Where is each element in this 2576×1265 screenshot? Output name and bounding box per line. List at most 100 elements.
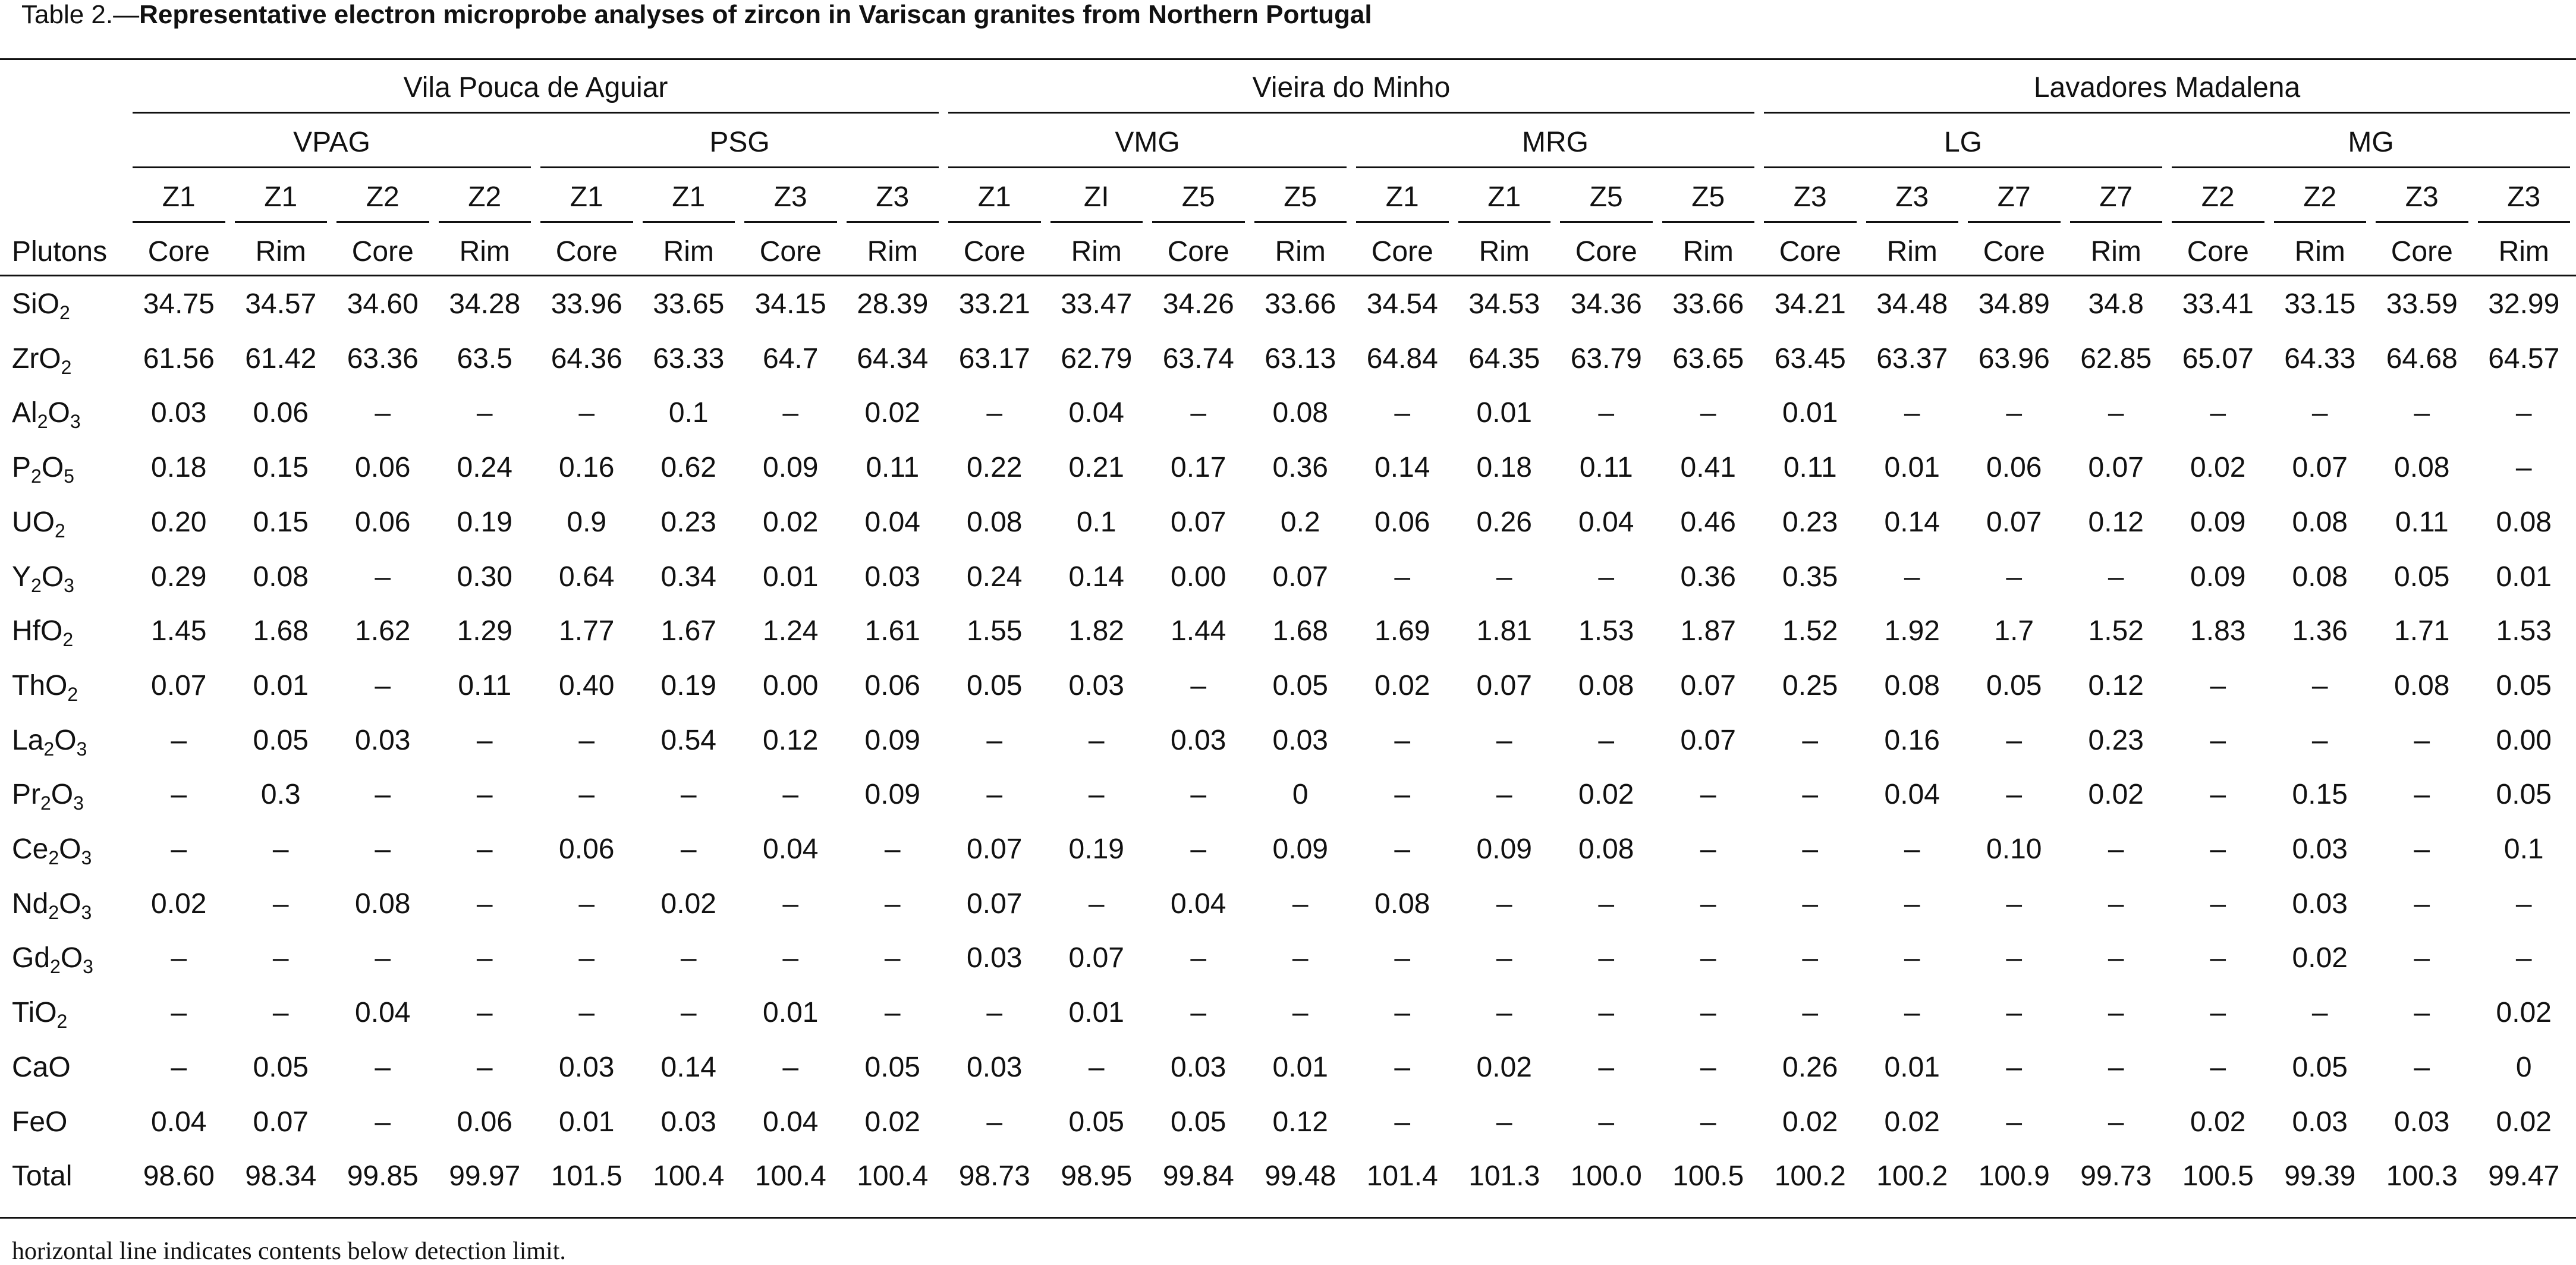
table-cell: 0.22	[967, 452, 1023, 484]
table-cell: 63.37	[1876, 342, 1948, 375]
grain-header: Z1	[1385, 181, 1419, 213]
table-cell: 63.33	[653, 342, 725, 375]
table-cell: 0.05	[253, 1051, 309, 1083]
table-cell: 0.01	[1476, 397, 1532, 429]
pluton-header: MRG	[1522, 127, 1589, 158]
table-cell: 64.36	[551, 342, 622, 375]
position-header: Rim	[255, 236, 306, 268]
position-header: Core	[1371, 236, 1433, 268]
table-cell: 0.05	[2496, 779, 2552, 811]
table-cell: –	[986, 397, 1003, 429]
table-cell: 0.02	[151, 888, 207, 920]
table-cell: 1.52	[1782, 615, 1838, 647]
table-cell: 1.67	[660, 615, 716, 647]
table-cell: 34.54	[1366, 288, 1438, 320]
table-cell: –	[2210, 942, 2226, 974]
table-cell: –	[578, 942, 595, 974]
row-label: Nd2O3	[12, 888, 92, 923]
row-label: Gd2O3	[12, 942, 93, 978]
table-cell: 100.2	[1774, 1160, 1846, 1192]
table-cell: 0.06	[355, 506, 411, 538]
table-cell: 0.29	[151, 561, 207, 593]
position-header: Rim	[2090, 236, 2141, 268]
table-cell: 0.16	[559, 452, 615, 484]
table-cell: 0.01	[763, 561, 819, 593]
grain-underline	[1968, 221, 2061, 223]
table-cell: 63.13	[1265, 342, 1336, 375]
table-cell: 0.04	[864, 506, 920, 538]
grain-header: Z3	[1895, 181, 1929, 213]
table-cell: –	[2311, 669, 2328, 701]
table-cell: 0.01	[1782, 397, 1838, 429]
table-cell: 0.36	[1680, 561, 1736, 593]
row-label: Pr2O3	[12, 779, 84, 814]
table-caption: Table 2.—Representative electron micropr…	[21, 0, 1372, 33]
position-header: Core	[147, 236, 210, 268]
table-cell: 0.09	[2190, 561, 2246, 593]
position-header: Rim	[1275, 236, 1326, 268]
table-cell: –	[2108, 1106, 2124, 1138]
table-cell: 100.5	[2182, 1160, 2254, 1192]
table-cell: 1.62	[355, 615, 411, 647]
table-cell: –	[2210, 669, 2226, 701]
table-cell: –	[1904, 888, 1920, 920]
table-cell: 1.77	[559, 615, 615, 647]
table-cell: –	[2414, 1051, 2430, 1083]
table-cell: –	[2414, 397, 2430, 429]
table-cell: 0.05	[1986, 669, 2042, 701]
table-cell: –	[2414, 833, 2430, 865]
table-cell: 61.42	[245, 342, 317, 375]
table-cell: 0.3	[260, 779, 301, 811]
table-cell: 0.19	[660, 669, 716, 701]
table-cell: 0.04	[1171, 888, 1226, 920]
table-cell: 34.26	[1162, 288, 1234, 320]
region-header: Vila Pouca de Aguiar	[403, 72, 668, 103]
header-rule	[0, 275, 2576, 276]
table-cell: 0.9	[567, 506, 607, 538]
table-cell: 0.06	[1375, 506, 1430, 538]
table-cell: 0.07	[1068, 942, 1124, 974]
table-cell: 0.34	[660, 561, 716, 593]
table-cell: 0.23	[1782, 506, 1838, 538]
table-cell: –	[375, 561, 391, 593]
table-cell: 34.48	[1876, 288, 1948, 320]
row-label: La2O3	[12, 724, 87, 760]
table-cell: –	[1598, 942, 1615, 974]
table-number: Table 2.—	[21, 0, 140, 29]
grain-underline	[846, 221, 939, 223]
table-cell: –	[2006, 1106, 2023, 1138]
table-cell: 99.48	[1265, 1160, 1336, 1192]
table-cell: –	[171, 833, 187, 865]
pluton-underline	[1356, 166, 1754, 168]
table-cell: –	[578, 888, 595, 920]
table-cell: 1.7	[1994, 615, 2034, 647]
table-cell: –	[375, 1051, 391, 1083]
table-cell: 1.36	[2292, 615, 2348, 647]
table-cell: 0.12	[1272, 1106, 1328, 1138]
table-cell: 0.03	[967, 942, 1023, 974]
table-cell: 0.07	[1986, 506, 2042, 538]
table-cell: –	[578, 997, 595, 1029]
table-cell: –	[2006, 397, 2023, 429]
table-cell: –	[782, 397, 799, 429]
row-label: HfO2	[12, 615, 74, 651]
table-cell: –	[2515, 397, 2532, 429]
table-cell: 0.03	[2292, 833, 2348, 865]
table-cell: 0.11	[866, 452, 920, 484]
row-label: TiO2	[12, 997, 68, 1033]
grain-underline	[2069, 221, 2162, 223]
table-cell: 0.18	[151, 452, 207, 484]
table-cell: 0.06	[457, 1106, 512, 1138]
grain-header: Z2	[2201, 181, 2235, 213]
row-label: Ce2O3	[12, 833, 92, 868]
table-cell: 0.07	[2088, 452, 2144, 484]
table-cell: –	[1598, 1051, 1615, 1083]
table-cell: 0.11	[2395, 506, 2449, 538]
row-label: ZrO2	[12, 342, 72, 378]
table-cell: 101.4	[1366, 1160, 1438, 1192]
table-cell: 0.02	[1782, 1106, 1838, 1138]
bottom-rule	[0, 1217, 2576, 1219]
table-cell: 34.53	[1468, 288, 1540, 320]
grain-header: Z2	[2303, 181, 2337, 213]
table-cell: 1.45	[151, 615, 207, 647]
